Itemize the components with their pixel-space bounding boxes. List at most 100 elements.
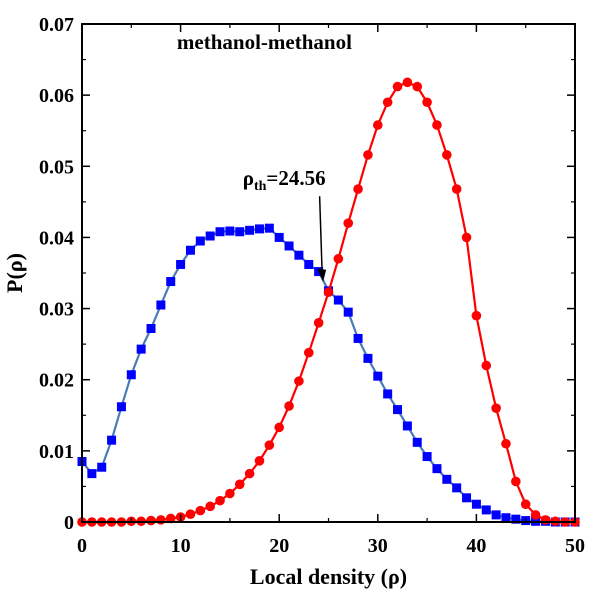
data-point-circle [432,120,442,130]
data-point-square [264,223,274,233]
y-tick-label: 0.06 [39,85,74,107]
series-2 [77,77,580,527]
data-point-circle [205,501,215,512]
data-point-circle [363,150,373,160]
data-point-circle [254,456,265,466]
y-tick-label: 0.04 [39,227,74,249]
annotation-symbol: ρ [243,166,254,190]
data-point-square [97,462,107,472]
data-point-circle [353,184,363,194]
data-point-square [452,483,462,493]
plot-frame [81,23,576,523]
data-point-circle [382,97,393,108]
threshold-annotation: ρth=24.56 [243,166,327,282]
data-point-square [501,513,511,523]
series-layer [77,77,580,527]
data-point-circle [195,505,206,516]
labels-layer: 0 10 20 30 40 50 0 0.01 0.02 0.03 0.04 0.05 0.06 0.07 [39,14,585,557]
data-point-circle [165,513,176,524]
data-point-square [393,405,403,415]
data-point-circle [471,310,482,321]
data-point-circle [373,120,383,130]
data-point-circle [294,376,304,386]
data-point-square [422,452,432,462]
data-point-circle [146,515,156,526]
data-point-circle [333,253,344,264]
data-point-circle [540,515,551,525]
annotation-arrow-head [317,268,327,282]
data-point-square [412,437,422,447]
data-point-square [235,227,245,237]
data-point-square [245,225,255,235]
plot-title: methanol-methanol [177,30,352,54]
data-point-square [195,236,205,246]
series-line [81,227,575,524]
data-point-square [373,371,383,381]
data-point-square [87,469,97,479]
data-point-circle [461,232,472,243]
x-tick-label: 30 [368,535,388,557]
data-point-square [126,370,136,380]
data-point-square [462,493,472,503]
data-point-square [166,277,176,287]
y-axis-title: P(ρ) [2,253,27,293]
data-point-circle [442,150,452,160]
data-point-square [254,224,264,234]
data-point-circle [491,403,501,413]
data-point-square [511,514,521,524]
data-point-circle [422,97,432,108]
series-line [82,81,575,524]
data-point-circle [284,401,294,411]
data-point-circle [511,476,521,487]
x-tick-label: 50 [565,535,585,557]
data-point-square [471,499,481,509]
y-tick-label: 0.07 [39,14,74,36]
data-point-circle [481,360,492,371]
data-point-circle [323,287,334,298]
data-point-square [442,474,452,484]
data-point-square [402,421,412,431]
data-point-square [383,389,393,399]
series-1 [77,223,580,527]
annotation-subscript: th [254,179,267,194]
data-point-circle [215,495,225,506]
x-axis-title: Local density (ρ) [250,564,407,589]
y-tick-label: 0.05 [39,156,74,178]
y-tick-label: 0.01 [39,441,74,463]
data-point-square [136,344,146,354]
y-tick-label: 0.03 [39,299,74,321]
x-tick-label: 0 [77,535,87,557]
data-point-square [176,259,186,269]
annotation-text: ρth=24.56 [243,166,326,194]
x-tick-label: 10 [171,535,191,557]
data-point-square [146,323,156,333]
data-point-circle [234,479,245,490]
data-point-square [284,241,294,251]
data-point-circle [274,422,285,433]
data-point-square [185,245,195,255]
data-point-circle [530,510,541,520]
data-point-square [274,232,284,242]
data-point-circle [520,499,531,510]
x-tick-label: 40 [466,535,486,557]
data-point-square [294,250,304,260]
data-point-square [107,435,117,445]
annotation-value: =24.56 [266,166,325,190]
annotation-arrow-line [318,196,323,274]
data-point-circle [303,347,314,358]
data-point-square [481,505,491,515]
data-point-circle [264,440,275,450]
data-point-square [333,295,343,305]
y-tick-label: 0 [64,512,74,534]
data-point-circle [343,218,354,228]
data-point-circle [313,318,324,328]
data-point-circle [225,488,235,499]
data-point-square [215,227,225,237]
data-point-square [343,307,353,317]
data-point-circle [451,184,462,194]
data-point-square [304,259,314,269]
y-tick-label: 0.02 [39,370,74,392]
data-point-circle [412,81,423,92]
